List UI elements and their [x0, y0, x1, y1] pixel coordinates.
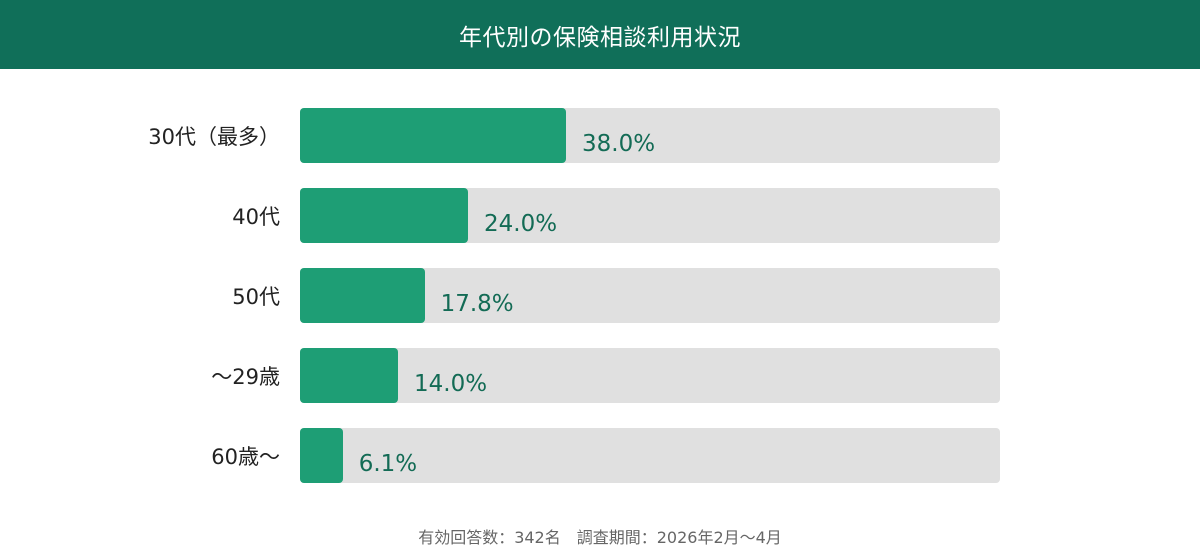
- value-label: 38.0%: [582, 131, 656, 157]
- category-label: 50代: [232, 284, 280, 309]
- bar-row: 60歳〜 6.1%: [0, 428, 1200, 483]
- bar-fill: [300, 428, 343, 483]
- bar-row: 30代（最多） 38.0%: [0, 108, 1200, 163]
- bar-fill: [300, 188, 468, 243]
- bar-track: 14.0%: [300, 348, 1000, 403]
- value-label: 17.8%: [440, 291, 514, 317]
- bar-row: 50代 17.8%: [0, 268, 1200, 323]
- bar-track: 38.0%: [300, 108, 1000, 163]
- bar-track: 17.8%: [300, 268, 1000, 323]
- bar-fill: [300, 348, 398, 403]
- value-label: 6.1%: [358, 451, 418, 477]
- category-label: 40代: [232, 204, 280, 229]
- bar-track: 24.0%: [300, 188, 1000, 243]
- survey-note: 有効回答数：342名 調査期間：2026年2月〜4月: [418, 528, 782, 547]
- chart-title: 年代別の保険相談利用状況: [459, 24, 741, 51]
- bar-fill: [300, 108, 566, 163]
- value-label: 24.0%: [484, 211, 558, 237]
- category-label: 60歳〜: [211, 444, 280, 469]
- bar-row: 〜29歳 14.0%: [0, 348, 1200, 403]
- chart-title-banner: 年代別の保険相談利用状況: [0, 0, 1200, 69]
- value-label: 14.0%: [414, 371, 488, 397]
- bar-track: 6.1%: [300, 428, 1000, 483]
- bar-row: 40代 24.0%: [0, 188, 1200, 243]
- bar-fill: [300, 268, 425, 323]
- category-label: 〜29歳: [211, 364, 280, 389]
- category-label: 30代（最多）: [148, 124, 280, 149]
